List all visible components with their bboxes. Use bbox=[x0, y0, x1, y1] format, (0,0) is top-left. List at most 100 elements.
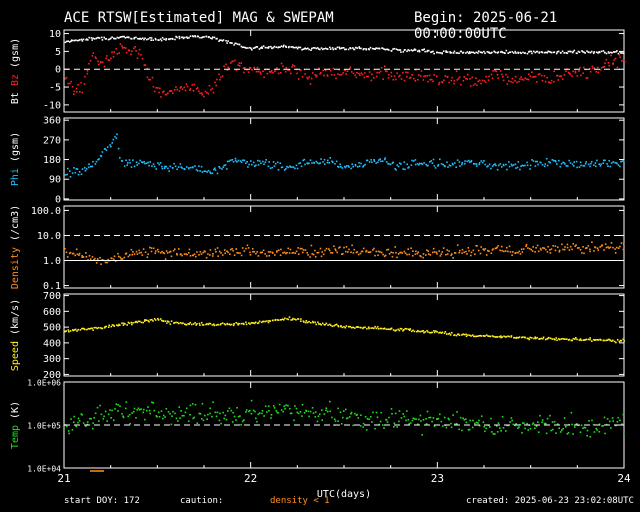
data-point bbox=[111, 36, 113, 38]
data-point bbox=[591, 241, 593, 243]
data-point bbox=[182, 37, 185, 40]
data-point bbox=[507, 52, 509, 54]
data-point bbox=[316, 420, 319, 423]
data-point bbox=[424, 75, 427, 77]
data-point bbox=[260, 162, 262, 164]
data-point bbox=[553, 338, 555, 340]
data-point bbox=[299, 162, 302, 164]
data-point bbox=[536, 336, 538, 339]
data-point bbox=[564, 246, 566, 248]
data-point bbox=[108, 324, 110, 327]
data-point bbox=[521, 422, 524, 424]
data-point bbox=[352, 424, 354, 427]
data-point bbox=[307, 78, 309, 80]
data-point bbox=[214, 167, 216, 169]
data-point bbox=[374, 325, 376, 328]
data-point bbox=[325, 407, 328, 409]
data-point bbox=[439, 413, 441, 416]
data-point bbox=[352, 165, 354, 168]
data-point bbox=[589, 67, 591, 70]
data-point bbox=[537, 163, 539, 166]
data-point bbox=[218, 40, 220, 42]
data-point bbox=[345, 325, 348, 327]
data-point bbox=[218, 419, 221, 422]
data-point bbox=[294, 405, 296, 407]
data-point bbox=[562, 427, 564, 430]
data-point bbox=[356, 47, 359, 49]
data-point bbox=[448, 418, 450, 421]
data-point bbox=[508, 335, 510, 338]
data-point bbox=[570, 50, 572, 53]
data-point bbox=[107, 258, 109, 261]
data-point bbox=[283, 405, 285, 407]
data-point bbox=[372, 411, 374, 414]
data-point bbox=[159, 38, 162, 40]
data-point bbox=[340, 166, 342, 168]
data-point bbox=[578, 339, 581, 341]
data-point bbox=[616, 246, 618, 249]
data-point bbox=[568, 249, 571, 251]
data-point bbox=[362, 426, 364, 428]
data-point bbox=[83, 83, 86, 85]
data-point bbox=[280, 166, 283, 169]
data-point bbox=[233, 254, 236, 256]
data-point bbox=[293, 419, 295, 422]
data-point bbox=[156, 415, 158, 418]
data-point bbox=[213, 323, 215, 325]
data-point bbox=[73, 421, 75, 423]
data-point bbox=[345, 73, 347, 75]
data-point bbox=[417, 329, 419, 332]
data-point bbox=[301, 76, 304, 78]
data-point bbox=[226, 160, 229, 163]
data-point bbox=[75, 168, 78, 170]
data-point bbox=[302, 48, 304, 50]
data-point bbox=[443, 79, 445, 82]
data-point bbox=[437, 417, 440, 420]
data-point bbox=[490, 52, 492, 54]
data-point bbox=[445, 50, 447, 52]
data-point bbox=[181, 88, 184, 90]
data-point bbox=[364, 163, 366, 166]
data-point bbox=[157, 87, 159, 89]
data-point bbox=[535, 425, 538, 427]
data-point bbox=[109, 144, 111, 146]
data-point bbox=[321, 409, 323, 411]
data-point bbox=[321, 48, 324, 51]
data-point bbox=[237, 415, 240, 418]
data-point bbox=[249, 67, 252, 69]
data-point bbox=[217, 323, 219, 326]
data-point bbox=[64, 174, 67, 176]
data-point bbox=[348, 325, 350, 328]
data-point bbox=[396, 256, 398, 259]
data-point bbox=[326, 75, 329, 77]
data-point bbox=[519, 423, 521, 426]
data-point bbox=[124, 47, 127, 49]
data-point bbox=[411, 255, 414, 257]
data-point bbox=[138, 320, 141, 323]
data-point bbox=[354, 327, 356, 329]
data-point bbox=[543, 51, 546, 54]
data-point bbox=[196, 170, 199, 172]
data-point bbox=[412, 160, 415, 162]
data-point bbox=[178, 406, 180, 408]
data-point bbox=[432, 80, 434, 83]
data-point bbox=[427, 80, 429, 83]
data-point bbox=[512, 81, 514, 84]
data-point bbox=[555, 432, 557, 434]
data-point bbox=[385, 419, 388, 421]
data-point bbox=[442, 163, 445, 166]
data-point bbox=[356, 72, 358, 74]
data-point bbox=[312, 72, 314, 74]
data-point bbox=[226, 323, 229, 326]
data-point bbox=[274, 70, 276, 73]
data-point bbox=[501, 166, 503, 168]
data-point bbox=[219, 412, 221, 415]
data-point bbox=[619, 56, 621, 58]
data-point bbox=[238, 65, 241, 67]
data-point bbox=[568, 72, 571, 75]
data-point bbox=[224, 323, 227, 326]
data-point bbox=[382, 253, 384, 256]
data-point bbox=[381, 47, 384, 50]
data-point bbox=[302, 159, 304, 162]
data-point bbox=[175, 321, 177, 324]
